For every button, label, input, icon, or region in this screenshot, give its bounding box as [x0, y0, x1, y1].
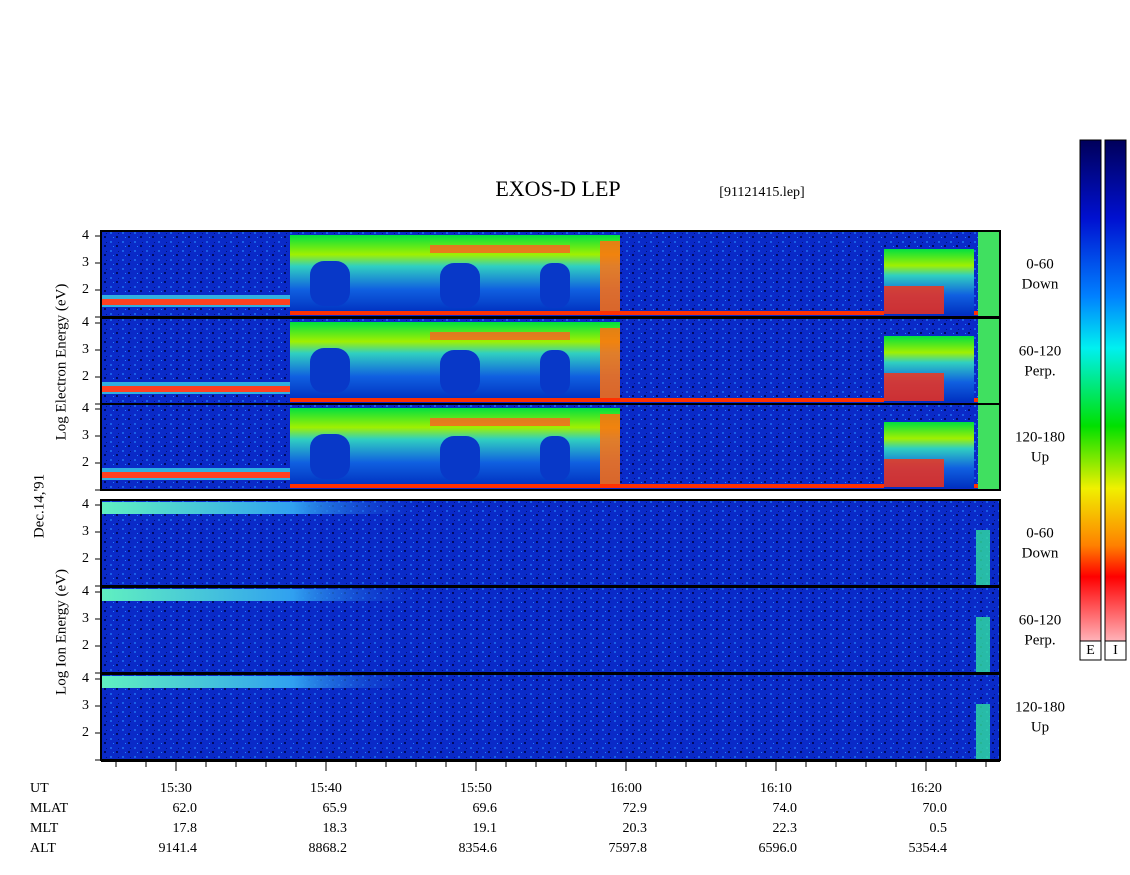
ephemeris-value: 65.9	[323, 801, 348, 816]
y-tick-label: 4	[82, 228, 89, 243]
ephemeris-value: 8354.6	[459, 841, 498, 856]
y-tick-label: 3	[82, 524, 89, 539]
file-name: [91121415.lep]	[719, 185, 804, 200]
spectrogram	[101, 231, 1000, 317]
ephemeris-value: 70.0	[923, 801, 948, 816]
spectrogram	[101, 318, 1000, 404]
row-label: MLT	[30, 821, 59, 836]
colorbar	[1104, 139, 1127, 661]
y-tick-label: 2	[82, 551, 89, 566]
y-tick-label: 4	[82, 401, 89, 416]
row-label: ALT	[30, 841, 56, 856]
row-label: MLAT	[30, 801, 69, 816]
spectrogram	[101, 587, 1000, 673]
spectrogram	[101, 500, 1000, 586]
ephemeris-value: 17.8	[173, 821, 198, 836]
time-label: 16:00	[610, 781, 642, 796]
ephemeris-value: 69.6	[473, 801, 498, 816]
ephemeris-value: 62.0	[173, 801, 198, 816]
time-label: 15:50	[460, 781, 492, 796]
y-tick-label: 4	[82, 315, 89, 330]
spectrogram	[101, 404, 1000, 490]
colorbar-label-box	[1079, 640, 1102, 661]
panel-angle: 0-60	[1026, 256, 1054, 272]
time-label: 16:20	[910, 781, 942, 796]
colorbar-label-box	[1104, 640, 1127, 661]
time-label: 16:10	[760, 781, 792, 796]
panel-angle: 120-180	[1015, 699, 1065, 715]
spectrogram	[101, 674, 1000, 760]
y-tick-label: 3	[82, 255, 89, 270]
y-tick-label: 2	[82, 725, 89, 740]
y-tick-label: 4	[82, 671, 89, 686]
ephemeris-value: 20.3	[623, 821, 648, 836]
ephemeris-value: 74.0	[773, 801, 798, 816]
ephemeris-value: 5354.4	[909, 841, 948, 856]
panel-direction: Down	[1022, 276, 1059, 292]
panel-direction: Down	[1022, 545, 1059, 561]
ephemeris-value: 8868.2	[309, 841, 348, 856]
panel-angle: 60-120	[1019, 343, 1062, 359]
title: EXOS-D LEP	[495, 176, 620, 201]
panel-angle: 0-60	[1026, 525, 1054, 541]
date: Dec.14,'91	[31, 474, 47, 538]
panel-angle: 60-120	[1019, 612, 1062, 628]
axis-label: Log Ion Energy (eV)	[53, 569, 69, 695]
y-tick-label: 3	[82, 698, 89, 713]
y-tick-label: 3	[82, 342, 89, 357]
panel-direction: Perp.	[1024, 632, 1055, 648]
y-tick-label: 2	[82, 455, 89, 470]
ephemeris-value: 7597.8	[609, 841, 648, 856]
panel-direction: Perp.	[1024, 363, 1055, 379]
row-label: UT	[30, 781, 49, 796]
panel-angle: 120-180	[1015, 429, 1065, 445]
ephemeris-value: 18.3	[323, 821, 348, 836]
colorbar-label: E	[1086, 643, 1095, 658]
y-tick-label: 3	[82, 428, 89, 443]
y-tick-label: 2	[82, 369, 89, 384]
panel-direction: Up	[1031, 449, 1049, 465]
ephemeris-value: 6596.0	[759, 841, 798, 856]
y-tick-label: 3	[82, 611, 89, 626]
y-tick-label: 2	[82, 638, 89, 653]
y-tick-label: 4	[82, 497, 89, 512]
axis-label: Log Electron Energy (eV)	[53, 284, 69, 441]
ephemeris-value: 19.1	[473, 821, 498, 836]
ephemeris-value: 22.3	[773, 821, 798, 836]
time-label: 15:40	[310, 781, 342, 796]
y-tick-label: 4	[82, 584, 89, 599]
colorbar-label: I	[1113, 643, 1118, 658]
y-tick-label: 2	[82, 282, 89, 297]
time-label: 15:30	[160, 781, 192, 796]
panel-direction: Up	[1031, 719, 1049, 735]
ephemeris-value: 0.5	[930, 821, 948, 836]
colorbar	[1079, 139, 1102, 661]
panel-frame	[100, 403, 1001, 491]
ephemeris-value: 72.9	[623, 801, 648, 816]
ephemeris-value: 9141.4	[159, 841, 198, 856]
